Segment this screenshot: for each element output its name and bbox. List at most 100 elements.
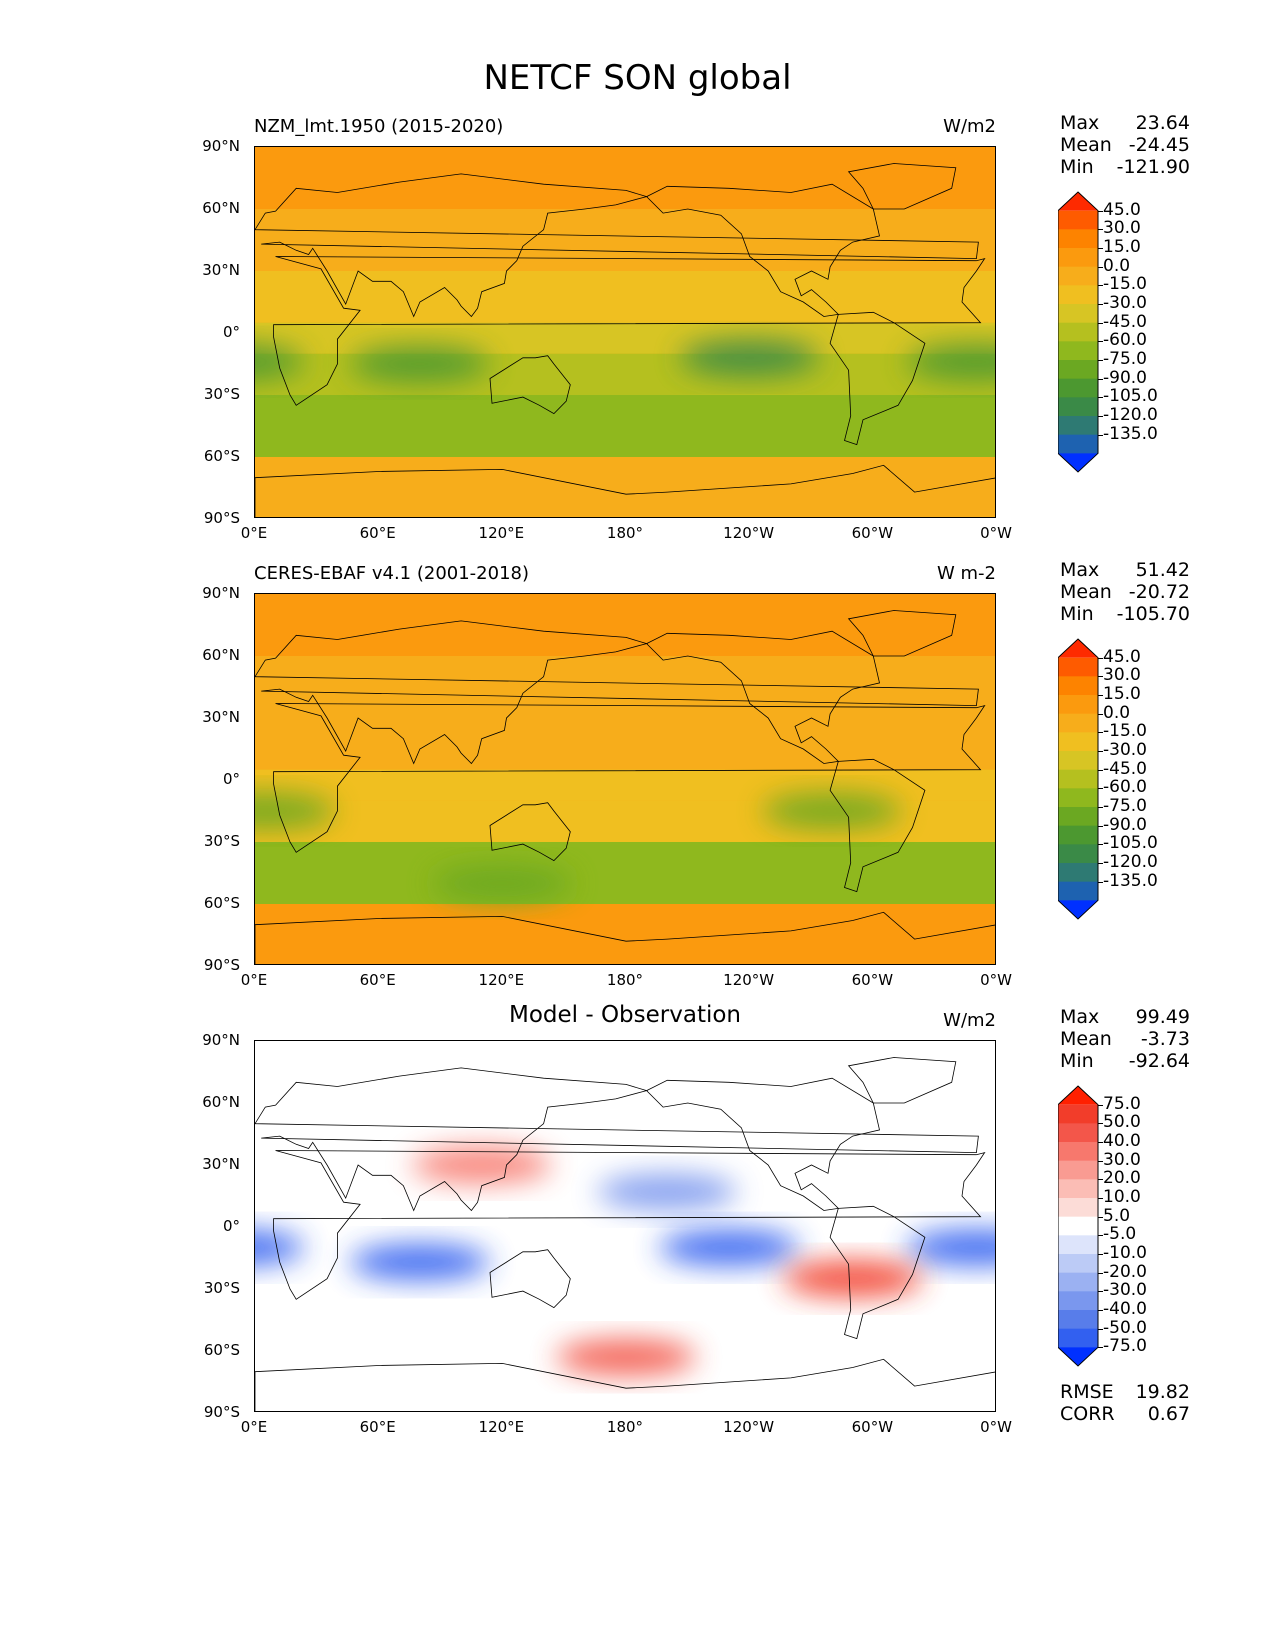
y-tick-label: 90°S — [203, 509, 240, 527]
colorbar-segment — [1058, 192, 1098, 211]
y-tick-label: 30°N — [202, 261, 240, 279]
colorbar-segment — [1058, 751, 1098, 771]
field-feature — [679, 339, 820, 376]
colorbar-label: -30.0 — [1103, 1280, 1147, 1301]
colorbar-tick — [1098, 360, 1103, 361]
colorbar-label: 5.0 — [1103, 1205, 1131, 1226]
colorbar-segment — [1058, 1254, 1098, 1274]
x-tick-label: 180° — [606, 524, 644, 542]
colorbar-label: -105.0 — [1103, 386, 1158, 407]
y-tick-label: 60°N — [202, 646, 240, 664]
colorbar-label: -15.0 — [1103, 274, 1147, 295]
panel-title: NZM_lmt.1950 (2015-2020) — [254, 116, 504, 137]
colorbar-segment — [1058, 844, 1098, 864]
y-tick-label: 30°S — [203, 1279, 240, 1297]
colorbar-label: 10.0 — [1103, 1187, 1141, 1207]
colorbar-label: -30.0 — [1103, 740, 1147, 760]
field-feature — [255, 344, 305, 380]
max-label: Max — [1060, 559, 1100, 581]
latitude-band — [255, 904, 995, 964]
latitude-band — [255, 718, 995, 770]
field-feature — [762, 793, 903, 829]
colorbar-segment — [1058, 285, 1098, 305]
colorbar-segment — [1058, 769, 1098, 789]
mean-value: -20.72 — [1128, 581, 1190, 603]
colorbar-label: -90.0 — [1103, 367, 1147, 388]
coastline — [645, 1077, 880, 1211]
y-tick-label: 30°S — [203, 832, 240, 850]
x-tick-label: 0°W — [980, 971, 1012, 989]
field-feature — [349, 1244, 490, 1281]
y-tick-label: 90°S — [203, 1403, 240, 1421]
coastline — [273, 256, 986, 406]
max-value: 99.49 — [1135, 1006, 1190, 1028]
difference-panel: Model - Observation W/m2 Max 99.49 Mean -3… — [0, 1002, 1275, 1476]
x-tick-label: 120°E — [478, 971, 525, 989]
colorbar-label: -105.0 — [1103, 833, 1158, 854]
y-tick-label: 60°S — [203, 894, 240, 912]
map-plot — [255, 1041, 995, 1411]
colorbar-tick — [1098, 1254, 1103, 1255]
colorbar-tick — [1098, 844, 1103, 846]
colorbar-tick — [1098, 732, 1103, 734]
colorbar-tick — [1098, 1179, 1103, 1181]
colorbar-label: -60.0 — [1103, 777, 1147, 798]
colorbar-label: 45.0 — [1103, 646, 1141, 667]
y-tick-label: 0° — [222, 770, 240, 788]
field-feature — [597, 1173, 738, 1210]
field-feature — [659, 1229, 800, 1266]
colorbar-segment — [1058, 1347, 1098, 1366]
max-label: Max — [1060, 1006, 1100, 1028]
colorbar-segment — [1058, 1123, 1098, 1143]
colorbar-tick — [1098, 881, 1103, 883]
colorbar-label: -60.0 — [1103, 330, 1147, 351]
min-label: Min — [1060, 156, 1094, 178]
colorbar-label: 50.0 — [1103, 1112, 1141, 1133]
field-feature — [432, 865, 573, 902]
colorbar-segment — [1058, 807, 1098, 827]
field-feature — [411, 1147, 552, 1183]
mean-label: Mean — [1060, 134, 1112, 156]
max-label: Max — [1060, 112, 1100, 134]
min-label: Min — [1060, 603, 1094, 625]
field-feature — [556, 1339, 696, 1376]
x-tick-label: 0°W — [980, 524, 1012, 542]
panel-title: CERES-EBAF v4.1 (2001-2018) — [254, 563, 530, 584]
x-tick-label: 120°W — [723, 524, 775, 542]
colorbar-tick — [1098, 378, 1103, 380]
colorbar-label: -30.0 — [1103, 293, 1147, 313]
colorbar-segment — [1058, 360, 1098, 380]
coastline — [645, 630, 880, 764]
y-tick-label: 30°S — [203, 385, 240, 403]
stats-block: Max 23.64 Mean -24.45 Min -121.90 — [1060, 112, 1190, 178]
min-value: -92.64 — [1128, 1050, 1190, 1072]
map-frame — [254, 146, 996, 518]
colorbar-label: -50.0 — [1103, 1317, 1147, 1338]
map-plot — [255, 594, 995, 964]
coastline — [645, 183, 880, 317]
min-value: -121.90 — [1116, 156, 1190, 178]
colorbar-label: -15.0 — [1103, 721, 1147, 742]
unit-label: W/m2 — [943, 116, 996, 137]
model-panel: NZM_lmt.1950 (2015-2020) W/m2 Max 23.64 M… — [0, 112, 1275, 582]
colorbar-label: -135.0 — [1103, 870, 1158, 891]
colorbar-segment — [1058, 1086, 1098, 1105]
colorbar-tick — [1098, 1142, 1103, 1143]
coastline — [829, 758, 926, 893]
min-label: Min — [1060, 1050, 1094, 1072]
x-tick-label: 120°E — [478, 524, 525, 542]
colorbar-tick — [1098, 1235, 1103, 1237]
coastline — [255, 173, 979, 318]
stats-block: Max 51.42 Mean -20.72 Min -105.70 — [1060, 559, 1190, 625]
y-tick-label: 0° — [222, 1217, 240, 1235]
mean-value: -3.73 — [1140, 1028, 1190, 1050]
latitude-band — [255, 395, 995, 457]
field-feature — [255, 1230, 305, 1265]
mean-label: Mean — [1060, 581, 1112, 603]
colorbar-tick — [1098, 769, 1103, 771]
colorbar-tick — [1098, 1272, 1103, 1274]
y-tick-label: 90°N — [202, 1031, 240, 1049]
latitude-band — [255, 271, 995, 323]
colorbar-tick — [1098, 657, 1103, 659]
y-tick-label: 60°S — [203, 447, 240, 465]
